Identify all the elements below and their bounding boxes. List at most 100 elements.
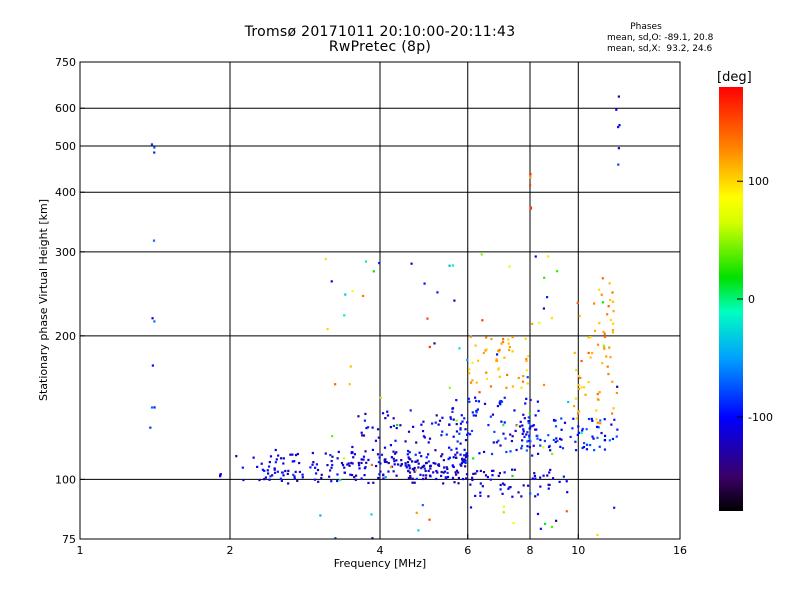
data-point xyxy=(474,414,477,417)
data-point xyxy=(451,264,454,267)
data-point xyxy=(462,460,465,463)
data-point xyxy=(519,420,522,423)
data-point xyxy=(440,455,443,458)
y-tick-label: 200 xyxy=(55,330,76,343)
data-point xyxy=(556,270,559,273)
data-point xyxy=(582,386,586,389)
data-point xyxy=(526,431,529,434)
data-point xyxy=(525,369,528,372)
data-point xyxy=(292,473,295,476)
y-tick-label: 750 xyxy=(55,56,76,69)
data-point xyxy=(451,476,455,480)
data-point xyxy=(351,462,354,465)
data-point xyxy=(414,469,417,472)
data-point xyxy=(577,375,580,378)
data-point xyxy=(436,291,439,294)
data-point xyxy=(392,417,395,420)
data-point xyxy=(235,455,238,458)
data-point xyxy=(543,276,546,279)
data-point xyxy=(387,470,390,473)
x-axis-label: Frequency [MHz] xyxy=(334,557,426,570)
data-point xyxy=(453,299,456,302)
data-point xyxy=(428,518,431,521)
data-point xyxy=(547,445,551,449)
data-point xyxy=(554,425,558,428)
data-point xyxy=(517,376,520,380)
data-point xyxy=(408,467,411,470)
data-point xyxy=(509,450,512,453)
data-point xyxy=(578,314,581,318)
data-point xyxy=(406,461,410,464)
data-point xyxy=(536,437,539,440)
data-point xyxy=(454,456,458,459)
data-point xyxy=(394,439,397,442)
colorbar-label: [deg] xyxy=(717,70,752,85)
data-point xyxy=(371,537,374,540)
data-point xyxy=(526,382,529,385)
data-point xyxy=(503,471,506,474)
data-point xyxy=(576,301,579,304)
data-point xyxy=(445,466,448,469)
data-point xyxy=(472,414,475,417)
data-point xyxy=(522,413,525,416)
data-point xyxy=(442,482,445,485)
data-point xyxy=(383,446,387,449)
data-point xyxy=(326,327,329,331)
data-point xyxy=(585,448,589,451)
data-point xyxy=(427,460,431,463)
data-point xyxy=(531,322,534,325)
data-point xyxy=(301,473,304,476)
data-point xyxy=(381,412,385,415)
data-point xyxy=(431,422,434,425)
colorbar-tick-label: 0 xyxy=(748,293,755,306)
data-point xyxy=(390,466,393,469)
data-point xyxy=(435,469,438,473)
data-point xyxy=(396,463,400,466)
data-points xyxy=(149,95,621,540)
data-point xyxy=(598,445,601,448)
data-point xyxy=(386,414,390,417)
stats-o-mode: mean, sd,O: -89.1, 20.8 xyxy=(607,33,714,43)
data-point xyxy=(468,400,471,403)
data-point xyxy=(521,439,524,442)
data-point xyxy=(432,471,435,474)
data-point xyxy=(600,431,603,435)
data-point xyxy=(456,451,459,454)
data-point xyxy=(448,446,451,449)
data-point xyxy=(450,448,453,451)
data-point xyxy=(547,255,550,258)
data-point xyxy=(596,392,599,396)
data-point xyxy=(330,280,333,283)
data-point xyxy=(467,397,470,400)
data-point xyxy=(444,476,447,479)
data-point xyxy=(459,453,462,456)
data-point xyxy=(360,431,363,434)
data-point xyxy=(417,466,420,469)
data-point xyxy=(539,485,542,488)
data-point xyxy=(584,393,587,396)
data-point xyxy=(525,359,528,362)
data-point xyxy=(551,452,554,456)
data-point xyxy=(324,257,327,261)
data-point xyxy=(446,467,449,471)
data-point xyxy=(293,475,296,478)
data-point xyxy=(512,521,515,525)
data-point xyxy=(542,446,545,449)
data-point xyxy=(459,442,462,445)
data-point xyxy=(607,372,610,376)
data-point xyxy=(261,468,264,471)
data-point xyxy=(582,445,586,449)
data-point xyxy=(383,458,386,461)
data-point xyxy=(455,447,458,450)
data-point xyxy=(421,465,424,468)
data-point xyxy=(524,402,527,405)
x-axis-ticks: 1 2 4 6 8 10 16 xyxy=(77,534,687,557)
data-point xyxy=(448,456,451,459)
data-point xyxy=(417,462,420,465)
data-point xyxy=(508,345,512,349)
data-point xyxy=(384,417,387,420)
data-point xyxy=(602,344,606,347)
data-point xyxy=(601,277,604,280)
data-point xyxy=(425,461,428,465)
data-point xyxy=(311,463,314,466)
